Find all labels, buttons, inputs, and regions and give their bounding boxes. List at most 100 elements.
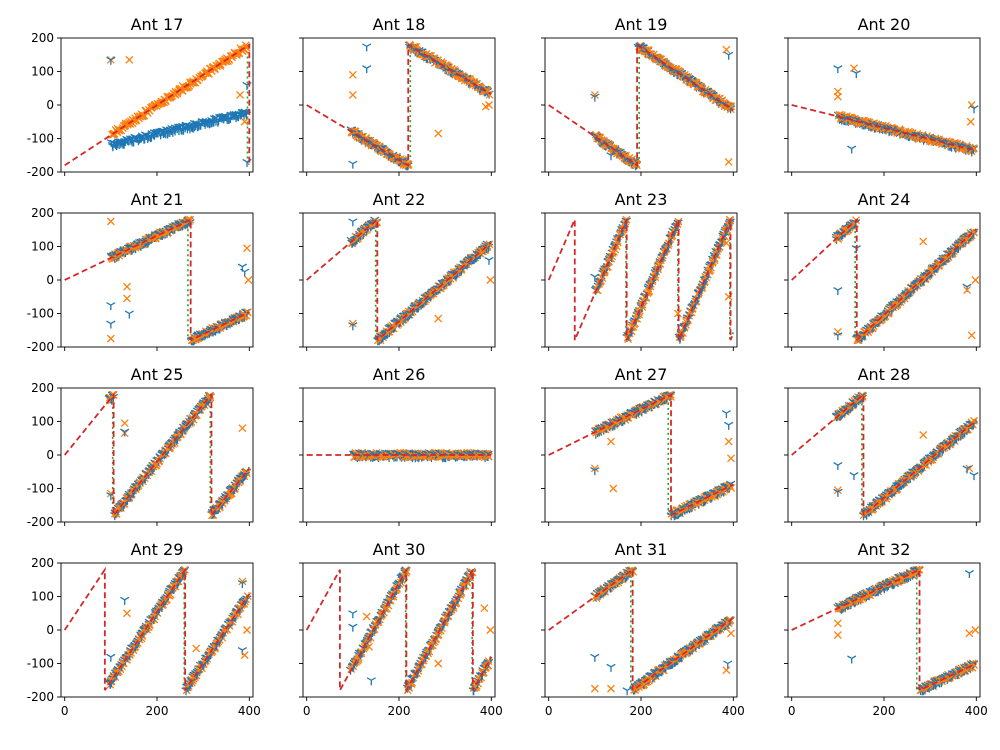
y-tick-label: 100	[31, 415, 54, 429]
outlier-point	[833, 286, 843, 296]
panel-title: Ant 19	[615, 15, 668, 34]
plot-area	[305, 566, 495, 696]
outlier-point	[967, 331, 976, 340]
outlier-point	[348, 623, 358, 632]
model-line	[547, 217, 735, 341]
outlier-point	[481, 102, 490, 111]
panel-ant-27: Ant 27	[541, 365, 738, 526]
outlier-point	[833, 488, 843, 497]
panel-title: Ant 21	[131, 190, 184, 209]
y-tick-label: 100	[31, 65, 54, 79]
outlier-point	[348, 319, 357, 328]
model-line	[791, 104, 977, 152]
axes-frame	[544, 37, 738, 173]
outlier-point	[847, 145, 857, 154]
panel-title: Ant 23	[615, 190, 668, 209]
outlier-point	[243, 626, 251, 634]
panel-ant-26: Ant 26	[299, 365, 496, 526]
outlier-point	[919, 237, 928, 246]
fit-line	[837, 393, 977, 516]
outlier-point	[727, 454, 735, 463]
data-point-alt	[642, 293, 651, 302]
axes-frame	[787, 212, 981, 348]
outlier-point	[724, 157, 733, 166]
model-line	[791, 393, 977, 516]
outlier-point	[851, 70, 861, 79]
outlier-point	[348, 70, 357, 79]
outlier-point	[919, 430, 928, 439]
panel-title: Ant 22	[373, 190, 426, 209]
panel-ant-24: Ant 24	[784, 190, 981, 351]
outlier-point	[362, 65, 372, 74]
x-tick-label: 400	[722, 704, 745, 718]
plot-area	[64, 41, 252, 167]
y-tick-label: -200	[27, 690, 54, 704]
outlier-point	[123, 282, 131, 291]
outlier-point	[967, 101, 976, 109]
outlier-point	[609, 484, 618, 493]
data-point-alt	[727, 484, 736, 493]
outlier-point	[486, 276, 495, 284]
data-point-alt	[706, 263, 715, 272]
outlier-point	[238, 577, 247, 586]
panel-ant-22: Ant 22	[299, 190, 496, 351]
plot-area	[64, 215, 253, 346]
outlier-point	[724, 51, 734, 60]
outlier-point	[590, 653, 600, 662]
outlier-point	[362, 43, 372, 52]
outlier-point	[622, 687, 632, 696]
panel-title: Ant 24	[858, 190, 911, 209]
outlier-point	[971, 276, 980, 284]
plot-area	[306, 40, 494, 171]
panel-title: Ant 25	[131, 365, 184, 384]
outlier-point	[590, 273, 600, 282]
outlier-point	[590, 467, 600, 476]
outlier-point	[434, 129, 443, 138]
outlier-point	[850, 64, 858, 73]
outlier-point	[124, 310, 134, 319]
outlier-point	[434, 659, 443, 668]
outlier-point	[722, 666, 731, 675]
x-tick-label: 400	[238, 704, 261, 718]
outlier-point	[366, 677, 376, 686]
outlier-point	[123, 609, 131, 618]
plot-area	[63, 390, 252, 521]
panel-title: Ant 30	[373, 540, 426, 559]
panel-title: Ant 17	[131, 15, 184, 34]
outlier-point	[240, 268, 250, 277]
model-line	[548, 568, 734, 691]
outlier-point	[606, 152, 616, 161]
data-point-alt	[216, 61, 225, 70]
outlier-point	[120, 419, 129, 428]
panel-title: Ant 20	[858, 15, 911, 34]
fit-line	[837, 217, 977, 343]
outlier-point	[969, 472, 979, 481]
outlier-point	[724, 437, 733, 446]
model-line	[64, 43, 251, 167]
fit-line	[594, 219, 735, 341]
y-tick-label: 0	[46, 623, 54, 637]
outlier-point	[484, 256, 494, 265]
x-tick-label: 200	[630, 704, 653, 718]
outlier-point	[833, 461, 843, 471]
panel-ant-30: Ant 300 200 400	[299, 540, 503, 718]
outlier-point	[106, 302, 116, 311]
outlier-point	[590, 93, 600, 102]
outlier-point	[123, 294, 131, 303]
y-tick-label: -100	[27, 657, 54, 671]
fit-line	[352, 218, 492, 341]
x-tick-label: 200	[146, 704, 169, 718]
y-tick-label: -200	[27, 165, 54, 179]
y-tick-label: 100	[31, 590, 54, 604]
model-line	[548, 393, 734, 517]
outlier-point	[348, 610, 358, 619]
outlier-point	[590, 464, 599, 473]
model-line	[63, 566, 251, 691]
plot-area	[306, 216, 495, 346]
outlier-point	[365, 642, 373, 651]
outlier-point	[106, 320, 116, 329]
panel-title: Ant 31	[615, 540, 668, 559]
outlier-point	[962, 465, 972, 474]
